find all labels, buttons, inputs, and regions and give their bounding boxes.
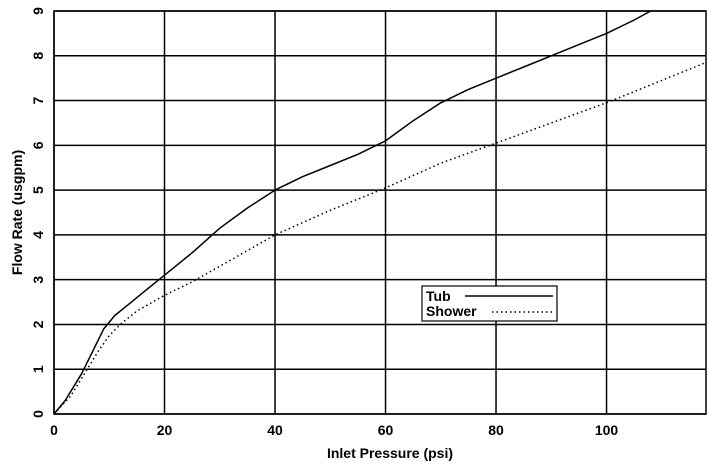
legend-label-tub: Tub — [426, 288, 451, 304]
series-line-tub — [53, 10, 652, 415]
y-axis-label: Flow Rate (usgpm) — [9, 150, 25, 275]
y-tick-label: 0 — [30, 410, 46, 418]
x-tick-label: 40 — [267, 422, 283, 438]
y-tick-label: 6 — [30, 141, 46, 149]
x-axis-label: Inlet Pressure (psi) — [327, 445, 453, 461]
legend: Tub Shower — [421, 285, 558, 322]
x-tick-label: 20 — [157, 422, 173, 438]
y-tick-label: 4 — [30, 231, 46, 239]
legend-label-shower: Shower — [426, 303, 477, 319]
y-tick-label: 8 — [30, 52, 46, 60]
y-tick-label: 3 — [30, 276, 46, 284]
x-tick-label: 100 — [595, 422, 619, 438]
x-tick-label: 0 — [50, 422, 58, 438]
series-lines — [53, 10, 707, 415]
x-tick-label: 80 — [488, 422, 504, 438]
legend-box — [421, 285, 558, 322]
series-line-shower — [53, 61, 707, 415]
y-tick-label: 9 — [30, 7, 46, 15]
x-tick-label: 60 — [378, 422, 394, 438]
grid — [53, 10, 706, 415]
y-tick-label: 1 — [30, 365, 46, 373]
x-tick-labels: 0 20 40 60 80 100 — [50, 422, 618, 438]
y-tick-label: 2 — [30, 320, 46, 328]
plot-frame — [53, 10, 707, 415]
y-tick-label: 7 — [30, 96, 46, 104]
y-tick-label: 5 — [30, 186, 46, 194]
y-tick-labels: 0 1 2 3 4 5 6 7 8 9 — [30, 7, 46, 418]
